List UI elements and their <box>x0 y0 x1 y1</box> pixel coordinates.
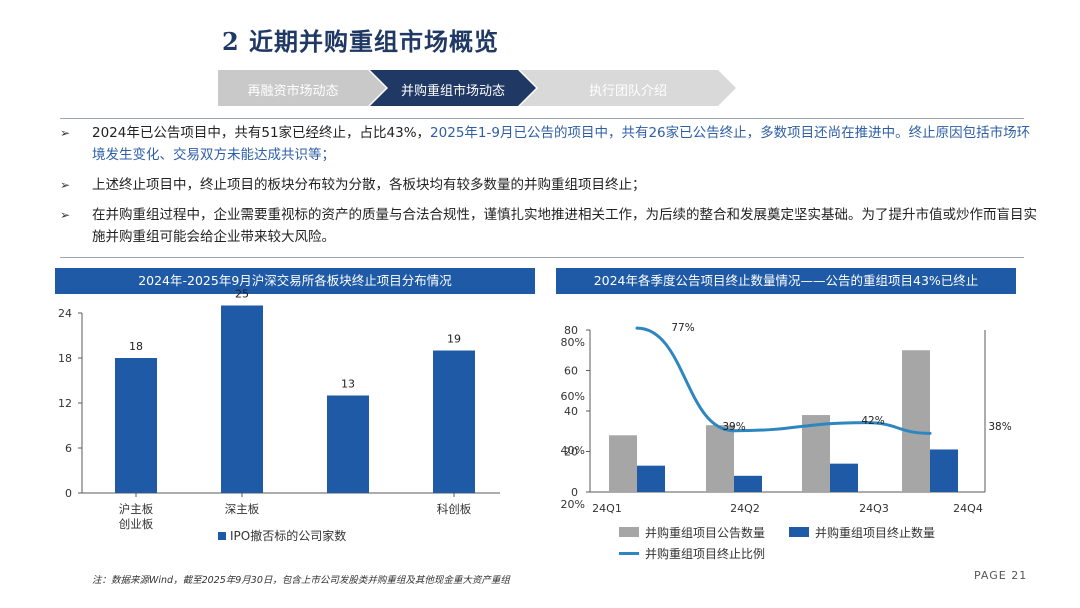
page-title: 2 近期并购重组市场概览 <box>222 27 500 56</box>
right-right-y-tick-label: 60% <box>561 390 585 403</box>
right-legend-swatch-2 <box>789 527 809 537</box>
right-x-tick-label: 24Q1 <box>592 502 622 515</box>
left-legend-label: IPO撤否标的公司家数 <box>230 529 347 543</box>
left-x-tick-label: 沪主板 <box>119 502 154 516</box>
divider-bottom <box>60 257 1024 258</box>
right-x-tick-label: 24Q2 <box>730 502 760 515</box>
right-ratio-point <box>635 326 639 330</box>
left-x-tick-label: 深主板 <box>225 502 260 516</box>
left-chart-title: 2024年-2025年9月沪深交易所各板块终止项目分布情况 <box>55 268 535 294</box>
right-right-y-tick-label: 80% <box>561 336 585 349</box>
step-team[interactable]: 执行团队介绍 <box>588 84 667 99</box>
right-right-y-tick-label: 20% <box>561 498 585 511</box>
right-ratio-point <box>928 431 932 435</box>
right-ratio-label: 38% <box>988 421 1011 433</box>
footnote: 注：数据来源Wind，截至2025年9月30日，包含上市公司发股类并购重组及其他… <box>92 575 510 586</box>
left-bar-创业板 <box>433 350 475 493</box>
left-legend-swatch <box>218 532 226 540</box>
right-legend-swatch-3 <box>619 552 639 555</box>
right-x-tick-label: 24Q4 <box>953 502 983 515</box>
right-chart-title: 2024年各季度公告项目终止数量情况——公告的重组项目43%已终止 <box>556 268 1016 294</box>
right-bar-announced-24Q4 <box>902 350 930 492</box>
left-x-tick-label: 科创板 <box>437 502 472 516</box>
step-shape-1 <box>218 70 386 106</box>
right-left-y-tick-label: 60 <box>564 365 578 378</box>
right-bar-announced-24Q1 <box>609 435 637 492</box>
page-number: PAGE 21 <box>974 569 1028 582</box>
left-bar-value-label: 13 <box>341 378 355 391</box>
left-bar-value-label: 18 <box>129 340 143 353</box>
right-termination-ratio-line <box>636 326 931 435</box>
bullet-list: ➢ 2024年已公告项目中，共有51家已经终止，占比43%，2025年1-9月已… <box>58 122 1038 256</box>
step-shape-3 <box>520 70 736 106</box>
right-bar-terminated-24Q4 <box>930 449 958 492</box>
right-legend-label-3: 并购重组项目终止比例 <box>645 547 766 561</box>
left-bar-沪主板 <box>115 358 157 493</box>
left-y-tick-label: 18 <box>58 352 72 365</box>
bullet-item-2: ➢ 上述终止项目中，终止项目的板块分布较为分散，各板块均有较多数量的并购重组项目… <box>58 174 1038 196</box>
right-right-y-tick-label: 40% <box>561 444 585 457</box>
step-mna-active[interactable]: 并购重组市场动态 <box>400 84 505 99</box>
left-y-tick-label: 6 <box>65 442 72 455</box>
arrow-icon: ➢ <box>60 208 71 222</box>
right-bar-terminated-24Q2 <box>734 475 762 492</box>
right-left-y-tick-label: 20 <box>564 446 578 459</box>
left-bar-深主板 <box>221 305 263 493</box>
right-ratio-label: 42% <box>861 415 884 427</box>
divider-top <box>60 118 1024 119</box>
bullet-text-1: 2024年已公告项目中，共有51家已经终止，占比43%， <box>92 125 431 141</box>
right-x-tick-label: 24Q3 <box>859 502 889 515</box>
step-arrows <box>218 70 736 106</box>
right-left-y-tick-label: 0 <box>571 486 578 499</box>
right-bar-announced-24Q2 <box>706 425 734 492</box>
right-ratio-point <box>732 429 736 433</box>
left-x-tick-label: 创业板 <box>119 517 154 531</box>
right-ratio-point <box>864 421 868 425</box>
right-legend-label-2: 并购重组项目终止数量 <box>815 526 936 540</box>
right-ratio-label: 39% <box>722 421 745 433</box>
bullet-item-3: ➢ 在并购重组过程中，企业需要重视标的资产的质量与合法合规性，谨慎扎实地推进相关… <box>58 204 1038 248</box>
right-legend-swatch-1 <box>619 527 639 537</box>
left-bar-value-label: 19 <box>447 333 461 346</box>
step-refinancing[interactable]: 再融资市场动态 <box>247 84 339 99</box>
bullet-highlight-1: 2025年1-9月已公告的项目中，共有26家已公告终止，多数项目还尚在推进中。终… <box>92 125 1031 163</box>
right-legend-label-1: 并购重组项目公告数量 <box>645 526 766 540</box>
arrow-icon: ➢ <box>60 178 71 192</box>
right-bar-announced-24Q3 <box>802 415 830 492</box>
right-bar-terminated-24Q1 <box>637 465 665 492</box>
right-left-y-tick-label: 40 <box>564 405 578 418</box>
arrow-icon: ➢ <box>60 126 71 140</box>
left-y-tick-label: 24 <box>58 307 72 320</box>
right-bar-terminated-24Q3 <box>830 463 858 492</box>
left-y-tick-label: 0 <box>65 487 72 500</box>
step-navigation: 再融资市场动态 并购重组市场动态 执行团队介绍 <box>218 70 758 106</box>
bullet-item-1: ➢ 2024年已公告项目中，共有51家已经终止，占比43%，2025年1-9月已… <box>58 122 1038 166</box>
bullet-text-3: 在并购重组过程中，企业需要重视标的资产的质量与合法合规性，谨慎扎实地推进相关工作… <box>92 207 1037 245</box>
bullet-text-2: 上述终止项目中，终止项目的板块分布较为分散，各板块均有较多数量的并购重组项目终止… <box>92 177 646 193</box>
right-left-y-tick-label: 80 <box>564 324 578 337</box>
left-y-tick-label: 12 <box>58 397 72 410</box>
right-ratio-label: 77% <box>671 322 694 334</box>
step-shape-2 <box>370 70 536 106</box>
left-bar-科创板 <box>327 395 369 493</box>
